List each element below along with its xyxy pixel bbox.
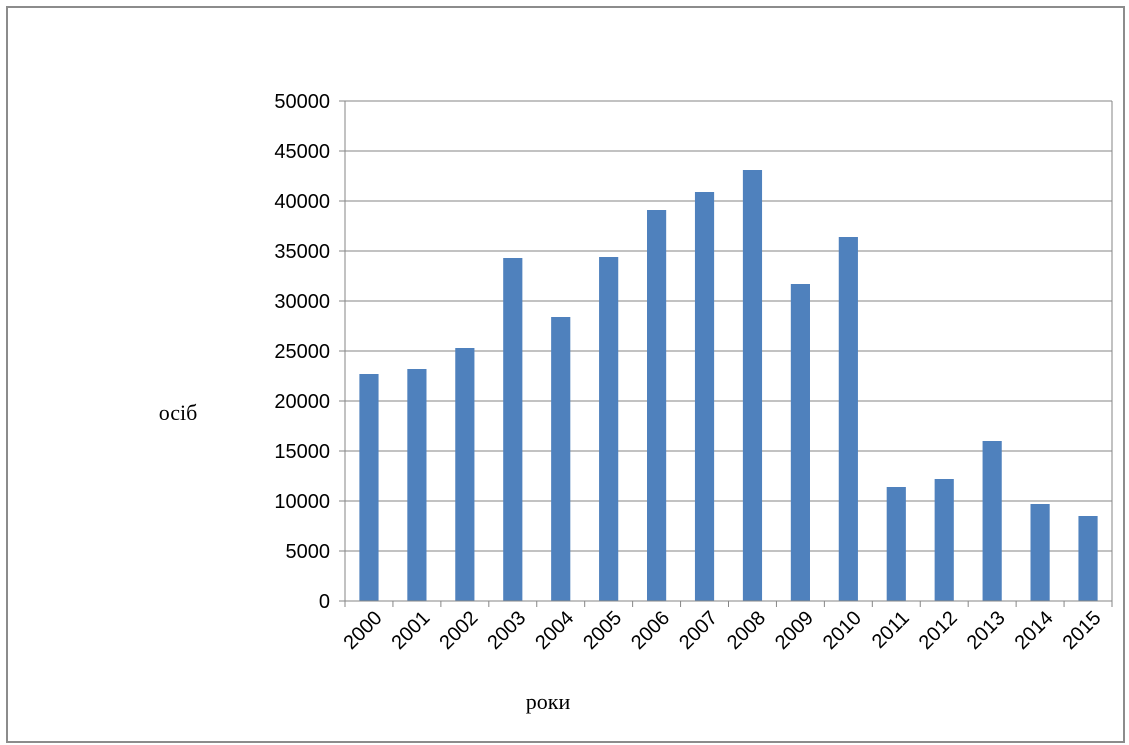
- bar-2000: [359, 374, 379, 601]
- y-tick-labels: 0 5000 10000 15000 20000 25000 30000 35000 40000…: [274, 91, 330, 613]
- x-tick-labels: 2000 2001 2002 2003 2004 2005 2006 2007 2008 2009…: [339, 607, 1105, 654]
- bar-2013: [982, 441, 1002, 601]
- y-tick-label: 20000: [274, 391, 330, 413]
- bar-2009: [790, 284, 810, 601]
- bar-2005: [599, 257, 619, 601]
- bar-2002: [455, 348, 475, 601]
- y-tick-label: 35000: [274, 241, 330, 263]
- x-tick-label: 2003: [483, 607, 530, 654]
- x-tick-label: 2004: [531, 607, 578, 654]
- bar-2011: [886, 487, 906, 601]
- x-tick-label: 2010: [819, 607, 866, 654]
- chart-frame: [6, 6, 1125, 743]
- bar-2012: [934, 479, 954, 601]
- bar-2006: [647, 210, 667, 601]
- bars: [359, 170, 1098, 601]
- bar-2010: [838, 237, 858, 601]
- bar-2015: [1078, 516, 1098, 601]
- x-tick-label: 2009: [771, 607, 818, 654]
- y-tick-label: 10000: [274, 491, 330, 513]
- y-tick-label: 40000: [274, 191, 330, 213]
- x-tick-label: 2011: [868, 607, 914, 653]
- y-tick-label: 0: [319, 591, 330, 613]
- x-tick-label: 2014: [1011, 607, 1058, 654]
- y-tick-label: 5000: [286, 541, 331, 563]
- axes: [344, 101, 1113, 607]
- x-tick-label: 2013: [963, 607, 1010, 654]
- x-tick-label: 2000: [339, 607, 386, 654]
- y-tick-label: 45000: [274, 141, 330, 163]
- x-tick-label: 2015: [1059, 607, 1106, 654]
- bar-2008: [742, 170, 763, 601]
- x-tick-label: 2005: [579, 607, 626, 654]
- bar-2003: [503, 258, 523, 601]
- y-tick-label: 15000: [274, 441, 330, 463]
- x-tick-label: 2007: [675, 607, 722, 654]
- x-axis-title: роки: [526, 689, 571, 714]
- y-tick-label: 30000: [274, 291, 330, 313]
- x-tick-label: 2006: [627, 607, 674, 654]
- y-axis-title: осіб: [159, 400, 198, 425]
- bar-2004: [551, 317, 571, 601]
- y-tick-label: 50000: [274, 91, 330, 113]
- bar-2014: [1030, 504, 1050, 601]
- x-tick-label: 2012: [915, 607, 962, 654]
- x-tick-label: 2008: [723, 607, 770, 654]
- x-tick-label: 2002: [435, 607, 482, 654]
- y-tick-label: 25000: [274, 341, 330, 363]
- bar-2007: [694, 192, 715, 601]
- x-tick-label: 2001: [387, 607, 434, 654]
- bar-2001: [407, 369, 427, 601]
